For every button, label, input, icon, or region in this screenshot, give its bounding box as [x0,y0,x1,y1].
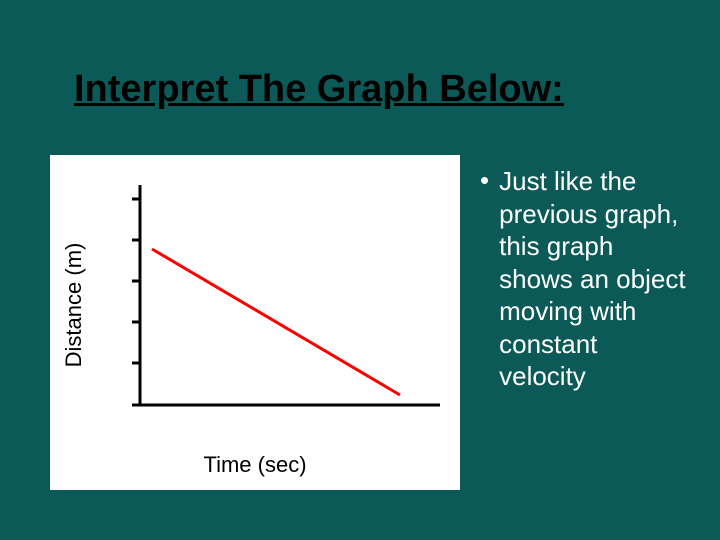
description-bullet: • Just like the previous graph, this gra… [480,155,689,490]
x-axis-label: Time (sec) [50,452,460,478]
data-line [152,249,400,395]
chart-panel: Distance (m) Time (sec) [50,155,460,490]
content-row: Distance (m) Time (sec) • Just like the … [50,155,689,490]
slide-title: Interpret The Graph Below: [74,68,564,111]
bullet-icon: • [480,155,489,490]
y-axis-label: Distance (m) [61,243,87,368]
chart-plot [110,175,440,425]
description-text: Just like the previous graph, this graph… [499,155,689,490]
